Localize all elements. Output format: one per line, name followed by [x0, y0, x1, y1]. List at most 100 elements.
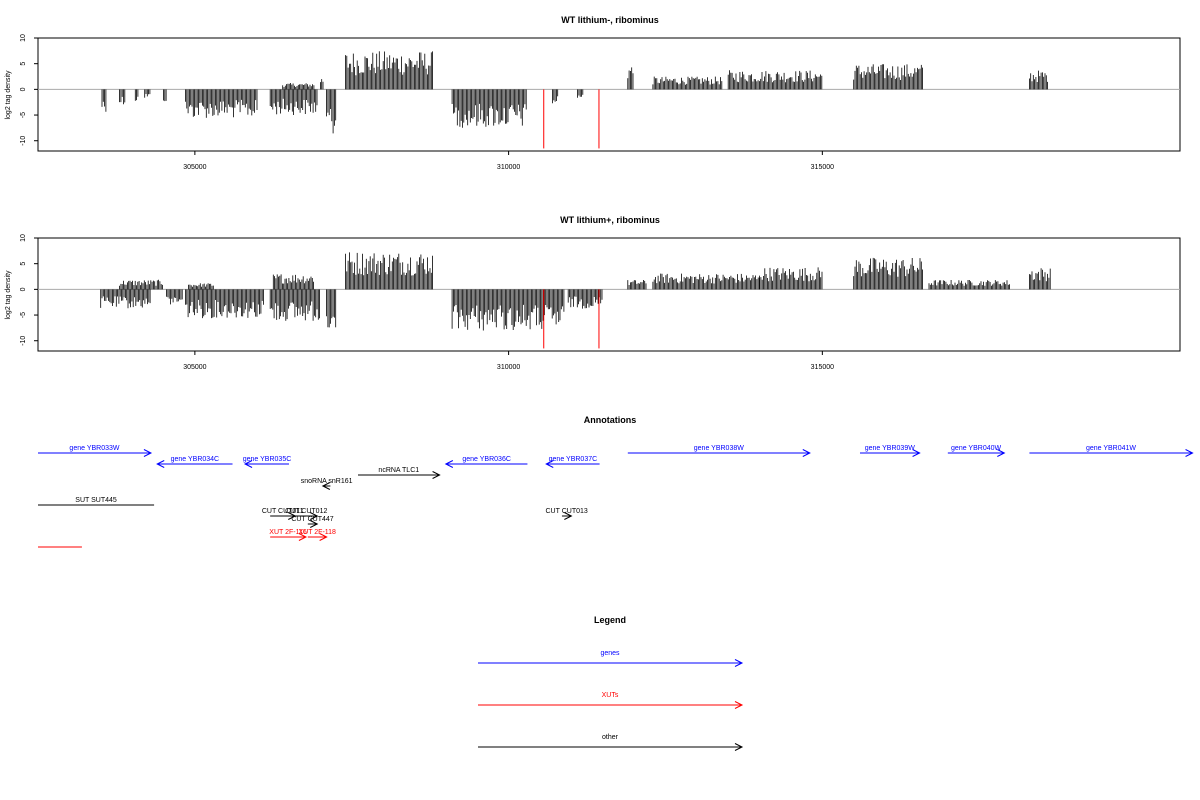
annotation-feature: gene YBR035C [243, 456, 292, 468]
feature-label: CUT CUT447 [291, 516, 333, 523]
feature-label: gene YBR038W [694, 445, 744, 452]
arrowhead-left-icon [545, 460, 554, 468]
feature-label: gene YBR036C [462, 456, 511, 463]
annotation-feature: ncRNA TLC1 [358, 467, 441, 479]
y-tick-label: -10 [20, 336, 27, 346]
signal-segment [326, 89, 337, 134]
feature-label: gene YBR035C [243, 456, 292, 463]
arrowhead-right-icon [310, 512, 319, 520]
annotation-feature: gene YBR040W [947, 445, 1006, 457]
signal-segment [188, 283, 214, 290]
signal-segment [627, 67, 634, 90]
arrowhead-right-icon [432, 471, 441, 479]
feature-label: gene YBR040W [951, 445, 1001, 452]
legend-entries: genes XUTs other [478, 650, 744, 751]
annotation-feature: gene YBR034C [156, 456, 233, 468]
signal-segment [1029, 70, 1048, 90]
annotation-feature: gene YBR036C [444, 456, 528, 468]
annotation-feature: gene YBR039W [859, 445, 921, 457]
signal-segment [166, 289, 183, 305]
arrowhead-right-icon [734, 659, 744, 667]
legend-label: XUTs [602, 692, 619, 699]
signal-segment [567, 289, 603, 309]
signal-segment [101, 89, 107, 112]
signal-segment [100, 289, 151, 309]
signal-segment [269, 89, 318, 115]
signal-segment [652, 76, 723, 90]
y-tick-label: 10 [20, 234, 27, 242]
arrowhead-right-icon [1185, 449, 1194, 457]
plot-frame [37, 237, 1181, 352]
y-axis-label: log2 tag density [5, 270, 12, 320]
panel-title: WT lithium+, ribominus [560, 215, 660, 225]
panel-lithium-minus: WT lithium-, ribominus log2 tag density … [5, 15, 1181, 171]
signal-segment [727, 70, 823, 90]
y-tick-label: 0 [20, 87, 27, 91]
plot-frame [37, 37, 1181, 152]
x-tick-label: 315000 [811, 364, 834, 371]
annotation-feature: gene YBR037C [545, 456, 600, 468]
signal-segment [144, 89, 151, 98]
annotation-feature: snoRNA snR161 [301, 478, 353, 490]
y-tick-label: 5 [20, 262, 27, 266]
annotation-feature: XUT 2F-118 [298, 529, 336, 541]
signal-segment [451, 289, 565, 331]
annotation-feature: gene YBR041W [1029, 445, 1194, 457]
legend: Legend genes XUTs other [478, 615, 744, 751]
signal-segment [119, 89, 126, 105]
signal-segment [185, 289, 264, 319]
signal-segment [326, 289, 337, 328]
y-tick-label: -5 [20, 312, 27, 318]
arrowhead-right-icon [298, 533, 308, 541]
signal-segment [319, 79, 324, 90]
signal-segment [853, 64, 923, 90]
annotation-feature: CUT CUT012 [285, 508, 327, 520]
plot-area: -10 -5 0 5 10 305000 310000 315000 [20, 234, 1181, 371]
arrowhead-right-icon [734, 701, 744, 709]
annotation-feature: SUT SUT445 [38, 497, 155, 506]
legend-entry: other [478, 734, 744, 751]
y-tick-label: 10 [20, 34, 27, 42]
y-tick-label: 0 [20, 287, 27, 291]
legend-entry: genes [478, 650, 744, 667]
annotation-feature: XUT 2F-116 [269, 529, 308, 541]
signal-segment [269, 289, 321, 321]
arrowhead-right-icon [564, 512, 573, 520]
signal-series [101, 51, 1048, 134]
feature-label: XUT 2F-118 [298, 529, 336, 536]
feature-label: gene YBR033W [69, 445, 119, 452]
signal-segment [345, 252, 434, 290]
signal-segment [134, 89, 139, 101]
signal-segment [1029, 268, 1051, 290]
annotation-feature: CUT CUT447 [291, 516, 334, 528]
feature-label: gene YBR039W [865, 445, 915, 452]
signal-segment [627, 280, 647, 290]
annotation-feature: gene YBR033W [38, 445, 153, 457]
arrowhead-right-icon [143, 449, 153, 457]
y-tick-label: 5 [20, 62, 27, 66]
signal-segment [552, 89, 559, 104]
signal-segment [577, 89, 584, 98]
legend-entry: XUTs [478, 692, 744, 709]
signal-segment [282, 83, 315, 90]
arrowhead-right-icon [997, 449, 1006, 457]
arrowhead-left-icon [444, 460, 454, 468]
feature-label: gene YBR037C [549, 456, 598, 463]
plot-area: -10 -5 0 5 10 305000 310000 315000 [20, 34, 1181, 171]
panel-title: WT lithium-, ribominus [561, 15, 659, 25]
feature-label: SUT SUT445 [75, 497, 117, 504]
legend-title: Legend [594, 615, 626, 625]
y-tick-label: -10 [20, 136, 27, 146]
feature-label: ncRNA TLC1 [378, 467, 419, 474]
arrowhead-right-icon [802, 449, 811, 457]
annotation-features: gene YBR033W gene YBR034C gene YBR035C gene… [38, 445, 1194, 548]
feature-label: CUT CUT012 [285, 508, 327, 515]
panel-lithium-plus: WT lithium+, ribominus log2 tag density … [5, 215, 1181, 371]
x-tick-label: 315000 [811, 164, 834, 171]
arrowhead-right-icon [734, 743, 744, 751]
signal-segment [451, 89, 527, 128]
arrowhead-right-icon [319, 533, 328, 541]
signal-segment [119, 279, 163, 290]
feature-label: snoRNA snR161 [301, 478, 353, 485]
y-tick-label: -5 [20, 112, 27, 118]
